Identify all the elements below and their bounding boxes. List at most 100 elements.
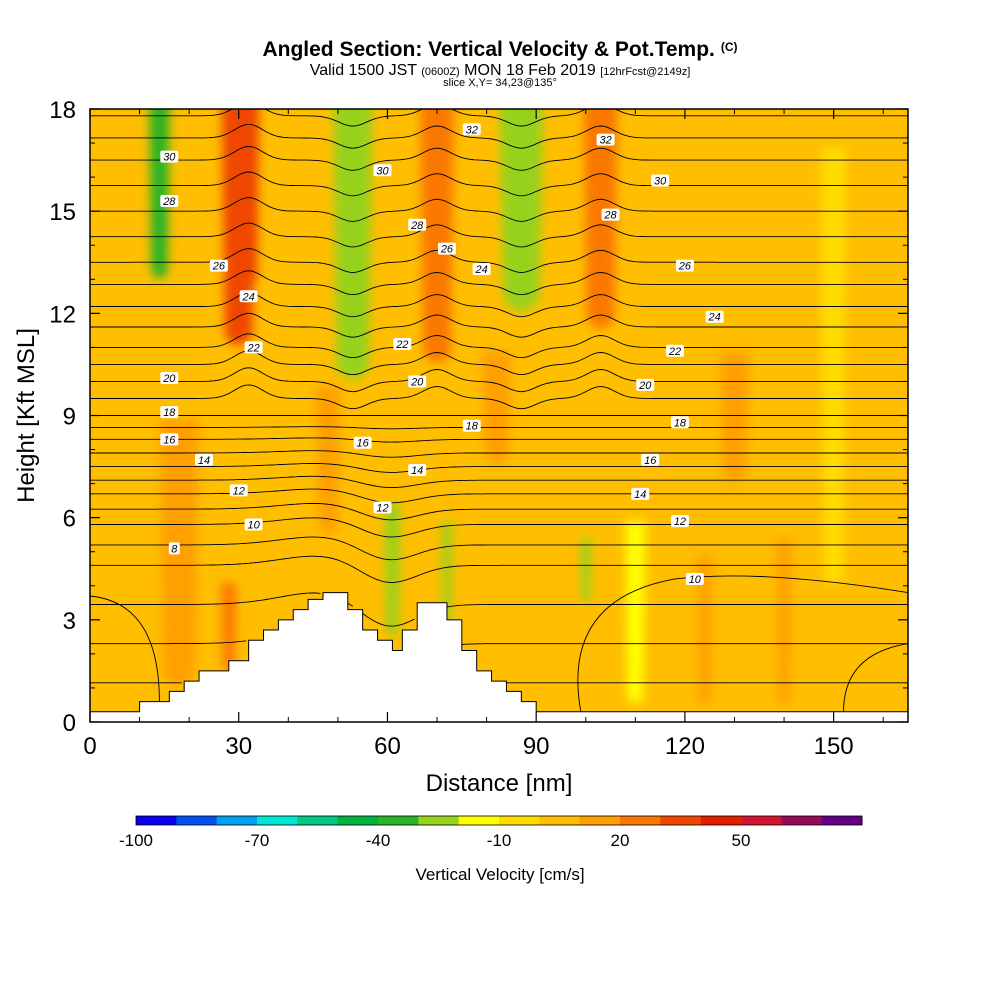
contour-label: 30 [376, 165, 389, 177]
contour-label-bg [209, 259, 228, 272]
contour-label-bg [675, 259, 694, 272]
contour-label: 28 [603, 210, 617, 222]
contour-label-bg [472, 263, 491, 276]
theta-contour-line [90, 197, 908, 222]
terrain [89, 592, 909, 723]
x-tick-label: 0 [83, 733, 96, 760]
colorbar-swatch [660, 816, 702, 825]
theta-contour-line [90, 463, 908, 473]
theta-contour-line [90, 437, 908, 443]
theta-contour-line [90, 270, 908, 296]
y-tick-label: 3 [63, 608, 76, 635]
velocity-cell [719, 351, 750, 483]
contour-label: 18 [163, 407, 176, 419]
colorbar-label: Vertical Velocity [cm/s] [415, 865, 584, 884]
colorbar-swatch [620, 816, 661, 825]
contour-label: 24 [475, 264, 488, 276]
contour-label: 30 [163, 152, 176, 164]
contour-label-bg [670, 515, 689, 528]
theta-contour-line [90, 450, 908, 458]
colorbar-swatch [216, 816, 258, 825]
contour-label-bg [244, 518, 263, 531]
colorbar-tick-label: 50 [732, 831, 751, 850]
contour-label: 10 [689, 574, 702, 586]
contour-label: 18 [674, 417, 687, 429]
y-tick-label: 18 [49, 97, 76, 124]
contour-label-bg [160, 433, 179, 446]
contour-label: 16 [644, 455, 657, 467]
colorbar-swatch [257, 816, 298, 825]
contour-label: 16 [357, 438, 370, 450]
field-features [149, 109, 847, 705]
theta-contour-line [90, 222, 908, 248]
colorbar-tick-label: -40 [366, 831, 391, 850]
colorbar-swatch [499, 816, 540, 825]
axes: 0 30 60 90 120 150 0 3 6 9 12 15 18 Distance [nm] Heig… [13, 97, 908, 797]
contour-label-bg [353, 436, 372, 449]
y-tick-label: 6 [63, 506, 76, 533]
theta-contour-line [90, 595, 160, 702]
contour-label: 8 [171, 543, 178, 555]
velocity-cell [384, 504, 400, 637]
velocity-cell [776, 538, 792, 705]
contour-label: 10 [247, 519, 260, 531]
contour-label-bg [437, 242, 456, 255]
contour-label-bg [705, 310, 724, 323]
contour-label-bg [168, 542, 180, 555]
contour-label-bg [596, 133, 615, 146]
contour-label-bg [665, 344, 684, 357]
colorbar-swatch [700, 816, 742, 825]
contour-label: 22 [395, 339, 408, 351]
contour-label: 24 [708, 312, 721, 324]
y-tick-label: 0 [63, 710, 76, 737]
contour-label: 26 [440, 244, 454, 256]
contour-label: 12 [376, 502, 388, 514]
colorbar-frame [135, 815, 863, 826]
velocity-cell [420, 109, 455, 363]
velocity-cell [221, 583, 237, 671]
theta-contour-line [90, 171, 908, 197]
contour-label: 18 [466, 421, 479, 433]
contour-label-bg [160, 194, 179, 207]
contour-label: 20 [638, 380, 652, 392]
colorbar-swatch [297, 816, 339, 825]
velocity-cell [315, 385, 341, 534]
contour-label-bg [195, 453, 214, 466]
theta-contour-line [90, 592, 908, 627]
theta-contour-line [90, 312, 908, 338]
theta-contour-line [90, 426, 908, 430]
colorbar-swatch [539, 816, 581, 825]
contour-label-bg [244, 341, 263, 354]
contour-label-bg [239, 290, 258, 303]
contour-label-bg [462, 123, 481, 136]
contour-label-bg [462, 419, 481, 432]
theta-contour-line [90, 488, 908, 504]
contour-label: 32 [466, 124, 478, 136]
terrain-profile [89, 592, 909, 723]
x-tick-label: 30 [225, 733, 252, 760]
theta-contour-line [90, 55, 908, 79]
contour-label-bg [601, 208, 620, 221]
contour-label: 32 [599, 135, 611, 147]
theta-contour-line [90, 109, 908, 127]
colorbar-tick-label: -70 [245, 831, 270, 850]
colorbar-tick-label: -10 [487, 831, 512, 850]
contour-label-bg [160, 406, 179, 419]
x-tick-label: 150 [814, 733, 854, 760]
title-badge: (C) [720, 40, 738, 54]
colorbar: -100 -70 -40 -10 20 50 Vertical Velocity [cm/s… [119, 815, 863, 884]
theta-contour-line [90, 292, 908, 318]
chart-title: Angled Section: Vertical Velocity & Pot.… [262, 38, 738, 61]
velocity-cell [221, 109, 256, 346]
colorbar-swatch [741, 816, 782, 825]
contour-label: 14 [198, 455, 210, 467]
theta-contour-line [90, 536, 908, 561]
contour-label-bg [408, 463, 427, 476]
contour-label-bg [670, 416, 689, 429]
chart-subtitle: Valid 1500 JST (0600Z) MON 18 Feb 2019 [… [309, 62, 691, 79]
contour-label: 24 [242, 291, 255, 303]
contour-label: 30 [654, 176, 667, 188]
slice-info: slice X,Y= 34,23@135° [443, 77, 557, 89]
contour-label: 26 [212, 261, 226, 273]
contour-label-bg [685, 572, 704, 585]
